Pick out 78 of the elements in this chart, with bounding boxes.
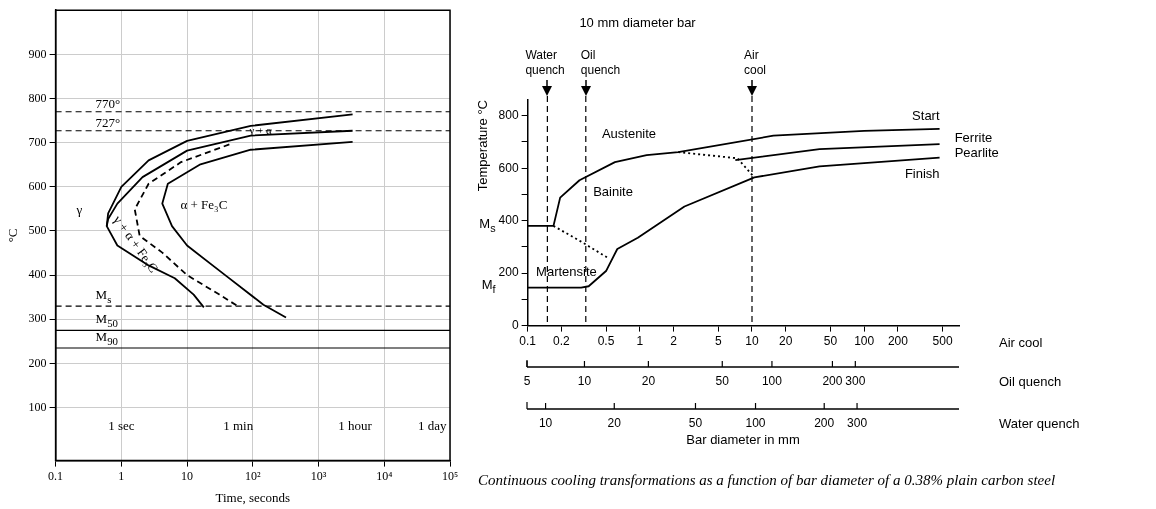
text: Water quench [999, 415, 1080, 431]
annotation: 1 sec [108, 417, 135, 433]
x-tick-label: 0.2 [553, 334, 571, 349]
text: M$_{f}$ [481, 277, 496, 298]
text: Oil quench [999, 373, 1062, 389]
x-axis-title: Air cool [999, 334, 1043, 350]
annotation: 1 hour [338, 417, 372, 433]
annotation: α + Fe₃C [180, 196, 228, 212]
x-tick-label: 200 [887, 334, 909, 349]
y-tick-label: 800 [28, 90, 47, 105]
x-tick-label: 0.1 [48, 468, 64, 483]
text: 10 [577, 373, 592, 389]
y-tick-label: 400 [28, 267, 47, 282]
x-tick-label: 10 [181, 468, 194, 483]
y-tick-label: 100 [28, 399, 47, 414]
x-tick-label: 100 [854, 334, 875, 349]
x-tick-label: 2 [670, 334, 678, 349]
annotation: 1 day [417, 417, 447, 433]
text: 5 [523, 373, 531, 389]
x-tick-label: 10 [745, 334, 759, 349]
ref-line-label: M$_{50}$ [95, 311, 118, 332]
x-tick-label: 10⁴ [376, 468, 393, 483]
text: 50 [715, 373, 729, 389]
text: 20 [641, 373, 656, 389]
y-tick-label: 300 [28, 311, 47, 326]
annotation: γ [76, 201, 83, 217]
x-tick-label: 5 [714, 334, 722, 349]
text: M$_{s}$ [479, 216, 496, 236]
annotation: Bainite [593, 183, 633, 199]
ref-line-label: 727° [95, 114, 121, 130]
y-tick-label: 600 [498, 160, 519, 175]
text: Continuous cooling transformations as a function of bar diameter of a 0.38% plain carbon steel [478, 471, 1056, 488]
y-tick-label: 700 [28, 134, 47, 149]
series-label: Start [912, 107, 940, 123]
text: 100 [761, 373, 782, 389]
text: 10 [538, 415, 553, 431]
y-tick-label: 200 [28, 355, 47, 370]
y-tick-label: 400 [498, 212, 519, 227]
ref-line-label: M$_{90}$ [95, 329, 118, 349]
text: 100 [745, 415, 766, 431]
text: 200 [822, 373, 843, 389]
ref-line-label: Oil quench [580, 48, 621, 78]
x-tick-label: 20 [779, 334, 793, 349]
annotation: Martensite [536, 263, 597, 279]
ref-line-label: Water quench [525, 48, 565, 78]
text: 200 [814, 415, 835, 431]
text: 300 [845, 373, 866, 389]
x-tick-label: 10² [245, 468, 261, 483]
y-tick-label: 500 [28, 223, 47, 238]
y-tick-label: 600 [28, 178, 47, 193]
ref-line-label: M$_{s}$ [95, 287, 112, 307]
annotation: Ferrite [954, 129, 993, 145]
ref-line-label: Air cool [743, 48, 766, 78]
text: 50 [688, 415, 703, 431]
text: 10 mm diameter bar [579, 14, 696, 30]
y-axis-title: °C [5, 228, 21, 243]
x-tick-label: 1 [118, 468, 125, 483]
x-tick-label: 0.5 [597, 334, 615, 349]
x-tick-label: 10⁵ [441, 468, 459, 483]
y-tick-label: 200 [498, 265, 519, 280]
y-tick-label: 900 [28, 46, 47, 61]
y-tick-label: 0 [511, 317, 519, 332]
text: 300 [847, 415, 868, 431]
x-tick-label: 0.1 [519, 334, 537, 349]
text: 20 [607, 415, 621, 431]
x-axis-title: Time, seconds [215, 489, 291, 505]
y-axis-title: Temperature °C [475, 100, 491, 192]
x-tick-label: 1 [636, 334, 644, 349]
annotation: 1 min [223, 417, 254, 433]
x-tick-label: 50 [823, 334, 838, 349]
x-tick-label: 10³ [310, 468, 327, 483]
annotation: Austenite [601, 125, 657, 141]
annotation: Pearlite [954, 144, 999, 160]
text: Bar diameter in mm [686, 431, 800, 447]
x-tick-label: 500 [932, 334, 953, 349]
ref-line-label: 770° [95, 95, 121, 111]
series-label: Finish [904, 165, 940, 181]
y-tick-label: 800 [498, 108, 519, 123]
